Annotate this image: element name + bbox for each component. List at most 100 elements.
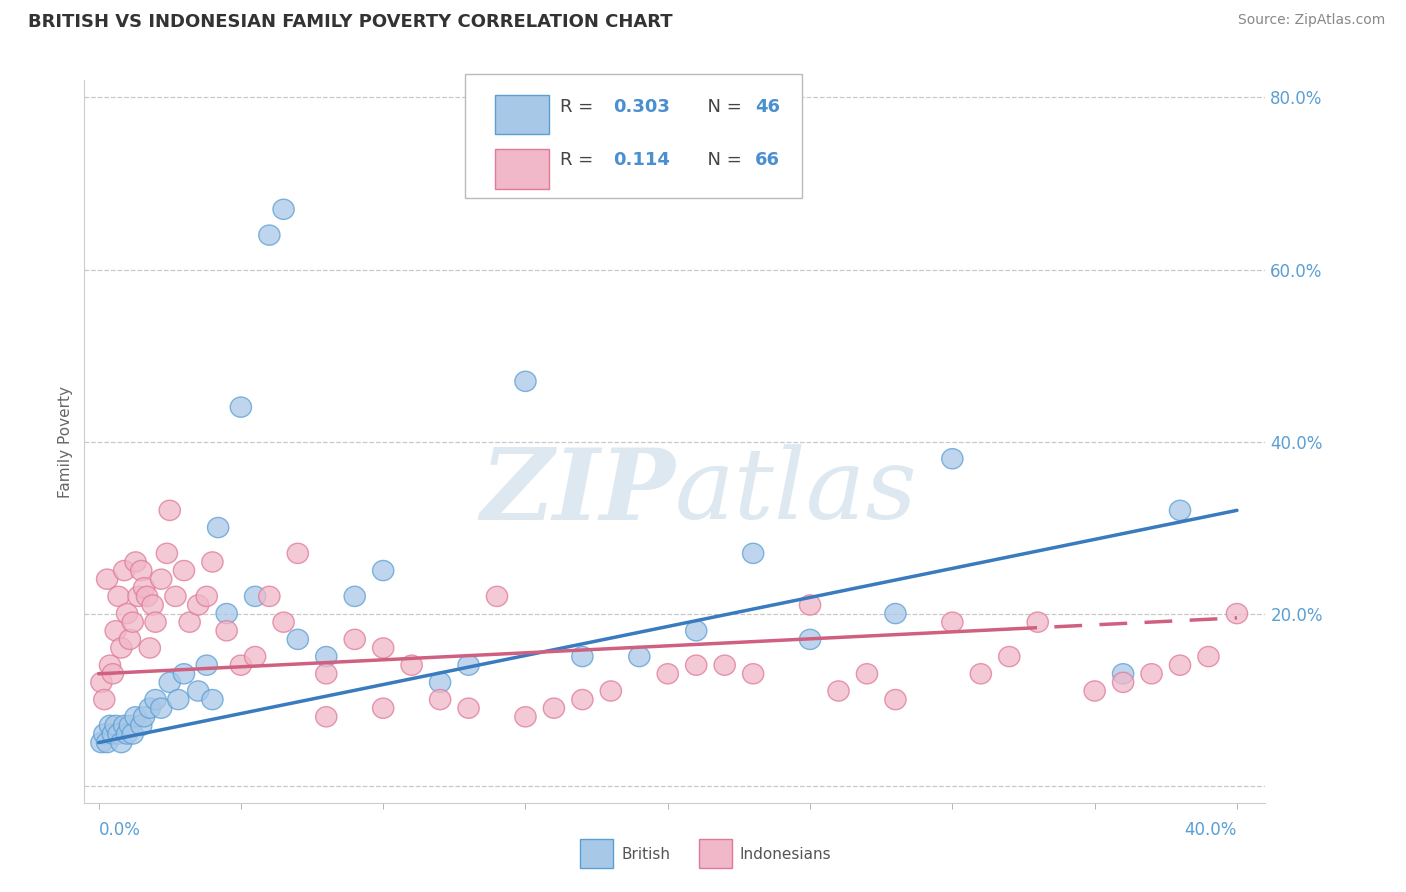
Ellipse shape [231,397,252,417]
Ellipse shape [108,586,129,607]
Ellipse shape [120,629,141,649]
Text: ZIP: ZIP [479,444,675,541]
Ellipse shape [105,715,127,736]
Ellipse shape [134,578,155,598]
Ellipse shape [515,706,536,727]
Ellipse shape [486,586,508,607]
Ellipse shape [195,655,218,675]
Ellipse shape [173,664,194,684]
Ellipse shape [187,681,209,701]
Text: 66: 66 [755,151,780,169]
Ellipse shape [139,638,160,658]
Ellipse shape [600,681,621,701]
Ellipse shape [103,724,124,744]
Text: N =: N = [696,98,748,116]
Ellipse shape [117,604,138,624]
Text: Source: ZipAtlas.com: Source: ZipAtlas.com [1237,13,1385,28]
Ellipse shape [458,655,479,675]
Ellipse shape [856,664,877,684]
Ellipse shape [401,655,422,675]
Text: British: British [621,847,671,863]
Ellipse shape [942,449,963,469]
Ellipse shape [231,655,252,675]
Bar [581,838,613,868]
Ellipse shape [179,612,200,632]
Y-axis label: Family Poverty: Family Poverty [58,385,73,498]
Ellipse shape [114,560,135,581]
Ellipse shape [828,681,849,701]
Ellipse shape [122,724,143,744]
Ellipse shape [97,569,118,590]
Ellipse shape [167,690,188,710]
Ellipse shape [128,586,149,607]
Ellipse shape [259,225,280,245]
Ellipse shape [94,690,115,710]
Ellipse shape [800,595,821,615]
Ellipse shape [202,690,224,710]
Ellipse shape [94,724,115,744]
Ellipse shape [103,664,124,684]
FancyBboxPatch shape [464,75,803,198]
Ellipse shape [259,586,280,607]
Ellipse shape [245,586,266,607]
Ellipse shape [111,732,132,753]
Ellipse shape [150,569,172,590]
Text: Indonesians: Indonesians [740,847,831,863]
Ellipse shape [942,612,963,632]
Ellipse shape [136,586,157,607]
Ellipse shape [515,371,536,392]
Ellipse shape [125,552,146,572]
Ellipse shape [1198,647,1219,666]
Ellipse shape [131,560,152,581]
Text: 0.0%: 0.0% [98,821,141,838]
Ellipse shape [315,664,337,684]
Text: R =: R = [561,151,605,169]
Ellipse shape [217,604,238,624]
Ellipse shape [373,560,394,581]
Ellipse shape [108,724,129,744]
Text: 0.114: 0.114 [613,151,671,169]
Text: BRITISH VS INDONESIAN FAMILY POVERTY CORRELATION CHART: BRITISH VS INDONESIAN FAMILY POVERTY COR… [28,13,672,31]
Ellipse shape [287,629,308,649]
Text: R =: R = [561,98,599,116]
Ellipse shape [273,199,294,219]
Ellipse shape [373,638,394,658]
Ellipse shape [572,647,593,666]
Ellipse shape [156,543,177,564]
Ellipse shape [273,612,294,632]
Ellipse shape [173,560,194,581]
Ellipse shape [572,690,593,710]
Text: 40.0%: 40.0% [1185,821,1237,838]
Ellipse shape [245,647,266,666]
Ellipse shape [657,664,678,684]
Ellipse shape [202,552,224,572]
Text: 46: 46 [755,98,780,116]
Ellipse shape [800,629,821,649]
Ellipse shape [373,698,394,718]
Ellipse shape [628,647,650,666]
Ellipse shape [100,715,121,736]
Ellipse shape [714,655,735,675]
Ellipse shape [686,621,707,640]
Ellipse shape [131,715,152,736]
Bar [495,95,548,135]
Ellipse shape [117,724,138,744]
Ellipse shape [159,673,180,692]
Text: atlas: atlas [675,444,918,540]
Ellipse shape [208,517,229,538]
Text: N =: N = [696,151,748,169]
Ellipse shape [1112,673,1133,692]
Ellipse shape [91,673,112,692]
Ellipse shape [114,715,135,736]
Ellipse shape [1170,655,1191,675]
Ellipse shape [139,698,160,718]
Ellipse shape [742,664,763,684]
Ellipse shape [742,543,763,564]
Ellipse shape [159,500,180,520]
Bar [495,149,548,189]
Ellipse shape [429,673,451,692]
Ellipse shape [111,638,132,658]
Ellipse shape [100,655,121,675]
Ellipse shape [1028,612,1049,632]
Bar [699,838,731,868]
